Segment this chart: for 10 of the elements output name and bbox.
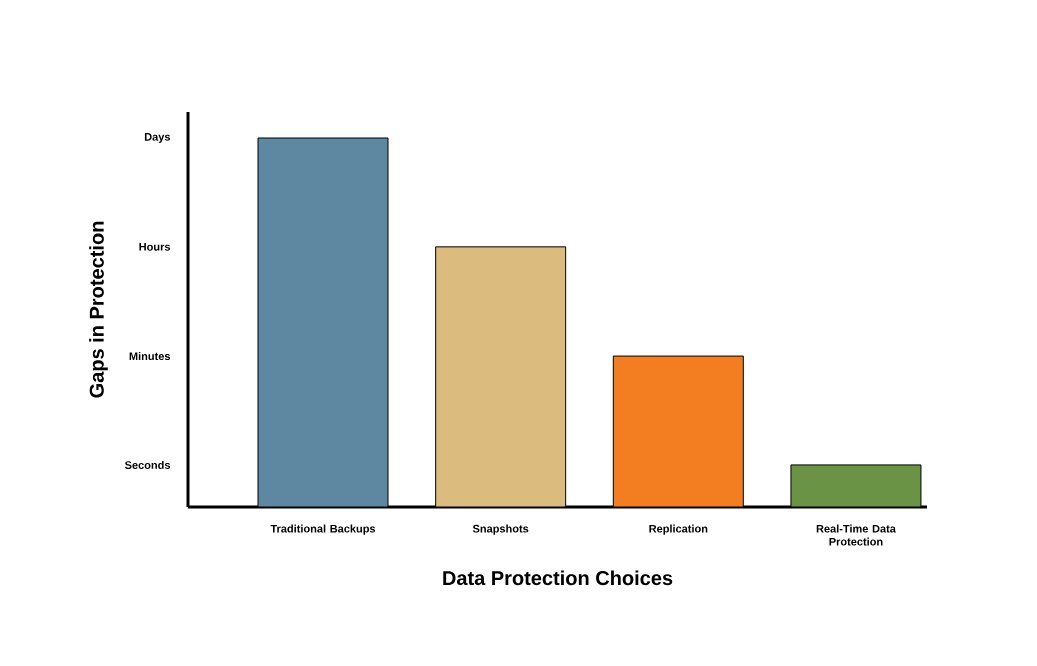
text: Days [144, 133, 171, 143]
x-axis-title: Data Protection Choices [443, 570, 673, 586]
x-tick-label: Real-Time Data Protection [816, 524, 896, 546]
text: Minutes [129, 352, 171, 361]
text: Seconds [124, 460, 171, 469]
x-tick-label: Replication [649, 524, 708, 535]
x-tick-label: Snapshots [472, 524, 529, 535]
text: Hours [139, 243, 171, 251]
x-tick-label: Traditional Backups [270, 524, 376, 535]
y-axis-title: Gaps in Protection [89, 221, 108, 398]
